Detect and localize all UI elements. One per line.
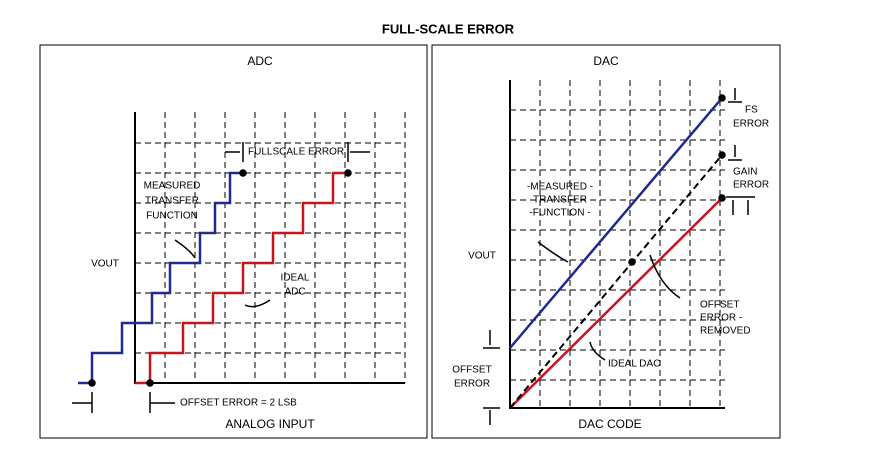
dac-grid xyxy=(510,80,725,408)
label: ERROR xyxy=(454,379,490,390)
dac-measured xyxy=(509,97,723,349)
title: FULL-SCALE ERROR xyxy=(382,21,515,36)
label: OFFSET ERROR = 2 LSB xyxy=(180,398,297,409)
adc-ideal xyxy=(135,171,348,385)
label: REMOVED xyxy=(700,326,751,337)
label: TRANSFER xyxy=(145,196,199,207)
label: FUNCTION xyxy=(146,211,198,222)
label: ADC xyxy=(284,287,305,298)
label: FS xyxy=(745,105,758,116)
label: VOUT xyxy=(91,259,119,270)
label: -MEASURED - xyxy=(527,182,593,193)
label: MEASURED xyxy=(144,181,201,192)
label: ERROR - xyxy=(700,313,742,324)
dac-offset-removed xyxy=(509,154,723,409)
label: -FUNCTION - xyxy=(529,208,590,219)
label: FULLSCALE ERROR xyxy=(248,147,344,158)
label: TRANSFER xyxy=(533,195,587,206)
adc-panel xyxy=(39,44,428,439)
dac-markers xyxy=(483,88,755,425)
dac-panel xyxy=(431,44,781,439)
x-label: ANALOG INPUT xyxy=(225,417,315,431)
panel-title: DAC xyxy=(593,54,619,68)
dac-ideal xyxy=(509,197,723,409)
adc-markers xyxy=(72,142,370,413)
label: IDEAL xyxy=(281,273,310,284)
adc-measured xyxy=(78,171,243,385)
label: ERROR xyxy=(733,180,769,191)
panel-title: ADC xyxy=(247,54,273,68)
label: OFFSET xyxy=(452,365,491,376)
label: OFFSET xyxy=(700,300,739,311)
label: IDEAL DAC xyxy=(608,359,660,370)
x-label: DAC CODE xyxy=(578,417,641,431)
label: GAIN xyxy=(733,167,757,178)
label: VOUT xyxy=(468,251,496,262)
label: ERROR xyxy=(733,119,769,130)
